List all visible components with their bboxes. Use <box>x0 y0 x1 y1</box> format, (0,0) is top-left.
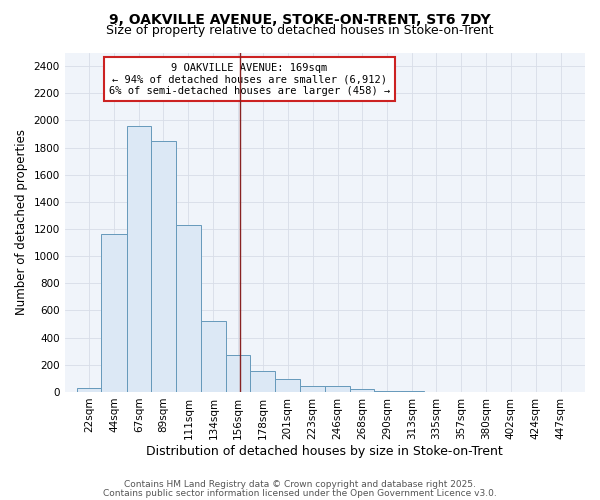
Bar <box>226 354 250 392</box>
Bar <box>151 141 176 392</box>
Bar <box>201 322 226 392</box>
Bar <box>101 234 127 392</box>
Text: 9 OAKVILLE AVENUE: 169sqm
← 94% of detached houses are smaller (6,912)
6% of sem: 9 OAKVILLE AVENUE: 169sqm ← 94% of detac… <box>109 62 390 96</box>
Text: Contains public sector information licensed under the Open Government Licence v3: Contains public sector information licen… <box>103 488 497 498</box>
Text: 9, OAKVILLE AVENUE, STOKE-ON-TRENT, ST6 7DY: 9, OAKVILLE AVENUE, STOKE-ON-TRENT, ST6 … <box>109 12 491 26</box>
Bar <box>300 386 325 392</box>
Text: Contains HM Land Registry data © Crown copyright and database right 2025.: Contains HM Land Registry data © Crown c… <box>124 480 476 489</box>
Text: Size of property relative to detached houses in Stoke-on-Trent: Size of property relative to detached ho… <box>106 24 494 37</box>
Bar <box>250 371 275 392</box>
X-axis label: Distribution of detached houses by size in Stoke-on-Trent: Distribution of detached houses by size … <box>146 444 503 458</box>
Bar <box>176 225 201 392</box>
Bar <box>350 389 374 392</box>
Bar <box>275 379 300 392</box>
Bar <box>77 388 101 392</box>
Bar <box>325 386 350 392</box>
Bar <box>127 126 151 392</box>
Y-axis label: Number of detached properties: Number of detached properties <box>15 129 28 315</box>
